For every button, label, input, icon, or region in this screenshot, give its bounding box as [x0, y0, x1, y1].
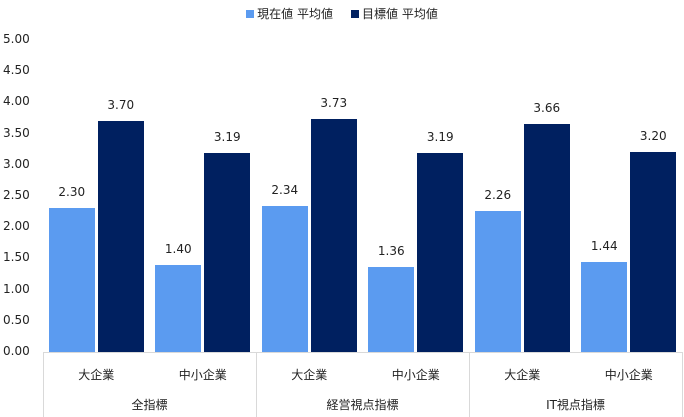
data-label: 2.26: [484, 187, 512, 202]
x-subcategory-label: 中小企業: [604, 368, 653, 382]
x-axis-line: [43, 352, 682, 353]
x-subcategory-label: 大企業: [291, 368, 328, 382]
y-tick-label: 0.50: [3, 312, 30, 327]
x-subcategory-label: 中小企業: [178, 368, 227, 382]
x-subcategory-label: 中小企業: [391, 368, 440, 382]
data-label: 1.44: [590, 239, 618, 254]
y-tick-label: 2.50: [3, 188, 30, 202]
x-group-label: 経営視点指標: [326, 398, 399, 412]
group-divider: [43, 352, 44, 417]
legend-label: 現在値 平均値: [257, 7, 333, 21]
x-subcategory-label: 大企業: [78, 368, 115, 382]
legend-item: 現在値 平均値: [246, 5, 333, 22]
y-tick-label: 0.00: [3, 344, 30, 358]
data-label: 3.70: [107, 98, 135, 113]
bar-current: [48, 208, 95, 352]
bar-target: [523, 123, 570, 352]
legend-label: 目標値 平均値: [362, 7, 438, 21]
y-tick-label: 5.00: [3, 32, 30, 46]
bar-current: [261, 205, 308, 352]
data-label: 1.40: [164, 241, 192, 256]
bar-current: [474, 210, 521, 352]
bar-target: [204, 152, 251, 352]
data-label: 3.19: [426, 129, 454, 144]
legend-swatch-icon: [246, 9, 255, 18]
legend-swatch-icon: [351, 9, 359, 18]
data-label: 3.20: [639, 129, 667, 144]
bar-target: [630, 152, 677, 352]
bar-current: [368, 267, 415, 352]
data-label: 3.19: [213, 129, 241, 144]
group-divider: [256, 352, 257, 417]
data-label: 3.66: [533, 100, 561, 115]
y-tick-label: 1.50: [3, 250, 30, 265]
y-tick-label: 2.00: [3, 219, 30, 234]
data-label: 1.36: [377, 244, 405, 259]
legend-item: 目標値 平均値: [351, 5, 438, 22]
y-tick-label: 3.00: [3, 156, 30, 171]
group-divider: [682, 352, 683, 417]
bar-target: [97, 121, 144, 352]
bar-target: [417, 152, 464, 352]
group-divider: [469, 352, 470, 417]
y-tick-label: 4.50: [3, 63, 30, 78]
data-label: 3.73: [320, 96, 348, 111]
x-group-label: 全指標: [131, 398, 168, 412]
data-label: 2.30: [58, 185, 86, 200]
bar-current: [581, 262, 628, 352]
x-group-label: IT視点指標: [546, 398, 605, 412]
y-tick-label: 1.00: [3, 281, 30, 296]
x-subcategory-label: 大企業: [504, 368, 541, 382]
y-tick-label: 3.50: [3, 125, 30, 140]
y-tick-label: 4.00: [3, 94, 30, 109]
bar-current: [155, 264, 202, 352]
chart-legend: 現在値 平均値 目標値 平均値: [0, 5, 684, 22]
bar-target: [310, 119, 357, 352]
data-label: 2.34: [271, 182, 299, 197]
